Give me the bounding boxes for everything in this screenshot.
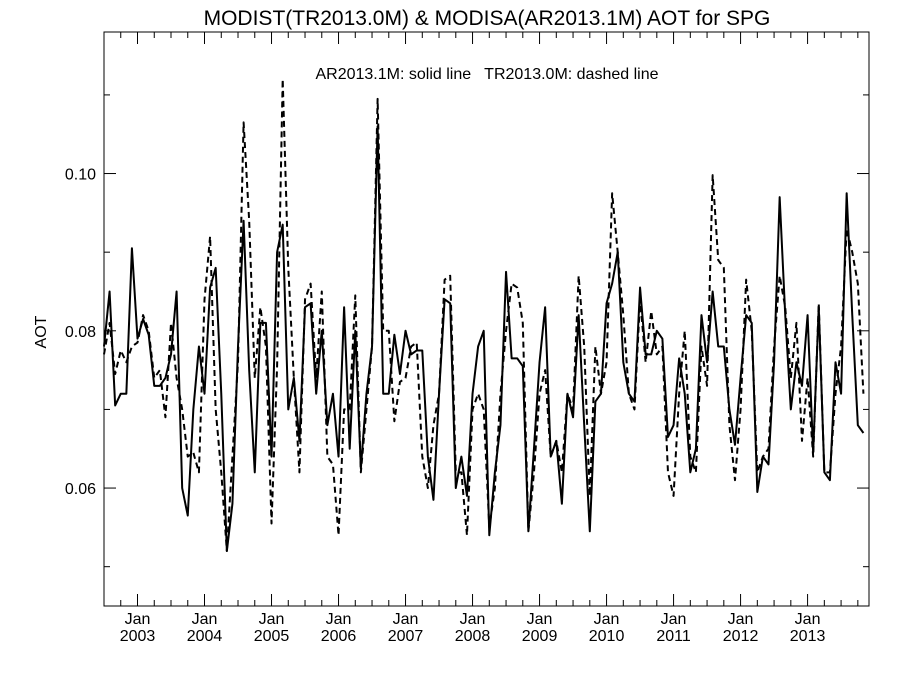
y-axis-ticks: 0.06 0.08 0.10 (65, 94, 869, 568)
x-axis-ticks: Jan2003Jan2004Jan2005Jan2006Jan2007Jan20… (103, 32, 859, 645)
y-axis-label: AOT (33, 315, 50, 348)
x-tick-label-month: Jan (661, 611, 687, 628)
y-tick-label: 0.10 (65, 167, 96, 184)
x-tick-label-month: Jan (527, 611, 553, 628)
x-tick-label-year: 2008 (455, 628, 491, 645)
x-tick-label-year: 2003 (120, 628, 156, 645)
plot-frame (103, 31, 870, 607)
x-tick-label-year: 2006 (321, 628, 357, 645)
x-tick-label-year: 2012 (723, 628, 759, 645)
series-line-ar2013-1m (103, 125, 865, 552)
x-tick-label-year: 2011 (656, 628, 691, 645)
x-tick-label-year: 2005 (254, 628, 290, 645)
x-tick-label-year: 2009 (522, 628, 558, 645)
y-tick-label: 0.06 (65, 481, 96, 498)
x-tick-label-year: 2013 (790, 628, 826, 645)
x-tick-label-month: Jan (795, 611, 821, 628)
x-tick-label-month: Jan (192, 611, 218, 628)
legend-annotation: AR2013.1M: solid line TR2013.0M: dashed … (315, 66, 658, 83)
x-tick-label-year: 2004 (187, 628, 223, 645)
x-tick-label-month: Jan (259, 611, 285, 628)
x-tick-label-year: 2010 (589, 628, 625, 645)
series-layer (103, 78, 865, 552)
series-line-tr2013-0m (103, 78, 865, 552)
x-tick-label-month: Jan (460, 611, 486, 628)
x-tick-label-month: Jan (326, 611, 352, 628)
x-tick-label-month: Jan (393, 611, 419, 628)
x-tick-label-month: Jan (125, 611, 151, 628)
x-tick-label-year: 2007 (388, 628, 424, 645)
x-tick-label-month: Jan (728, 611, 754, 628)
y-tick-label: 0.08 (65, 324, 96, 341)
x-tick-label-month: Jan (594, 611, 620, 628)
chart-title: MODIST(TR2013.0M) & MODISA(AR2013.1M) AO… (204, 7, 771, 30)
